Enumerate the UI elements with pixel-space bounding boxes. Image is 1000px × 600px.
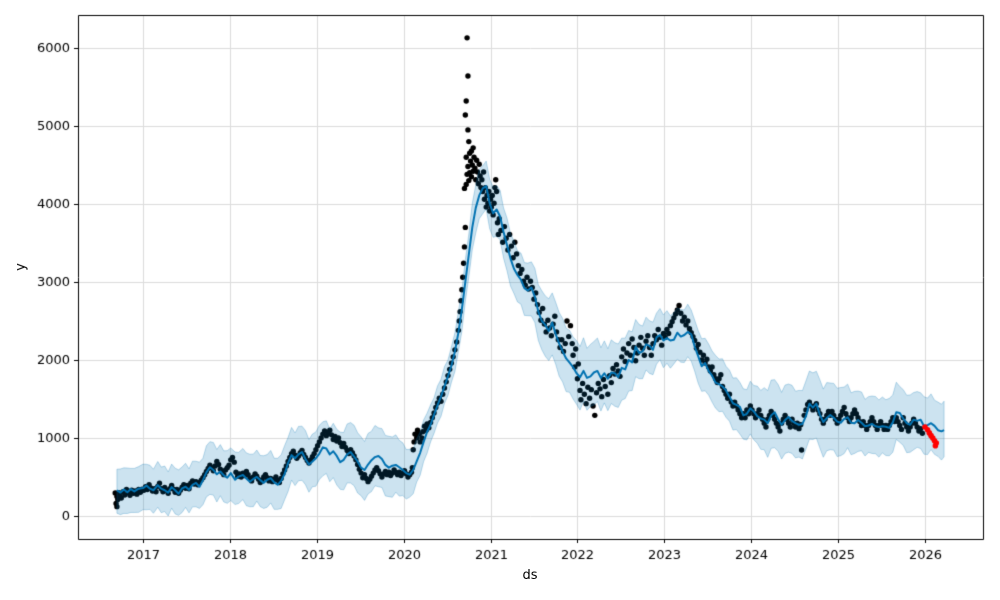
y-axis-label: y — [13, 263, 29, 271]
x-axis-label: ds — [522, 568, 538, 583]
